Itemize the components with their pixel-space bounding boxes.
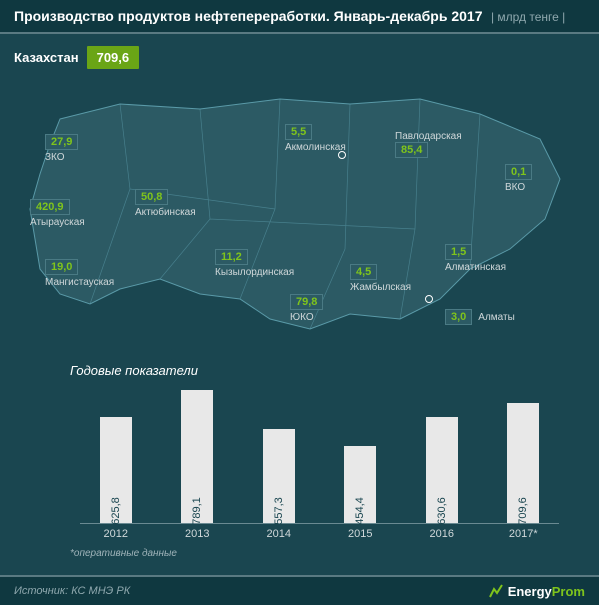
bar-wrap: 789,1	[167, 390, 227, 523]
header: Производство продуктов нефтепереработки.…	[0, 0, 599, 34]
x-axis-label: 2013	[167, 528, 227, 540]
bar-value-label: 789,1	[191, 497, 203, 525]
bar: 709,6	[507, 403, 539, 523]
map-area: 27,9ЗКО420,9Атырауская19,0Мангистауская5…	[0, 69, 599, 359]
chart-title: Годовые показатели	[70, 363, 559, 378]
country-total: Казахстан 709,6	[0, 34, 599, 69]
city-dot	[338, 151, 346, 159]
bar-wrap: 557,3	[249, 429, 309, 523]
bar-value-label: 454,4	[354, 497, 366, 525]
bar-value-label: 630,6	[436, 497, 448, 525]
country-name: Казахстан	[14, 50, 79, 65]
bar: 625,8	[100, 417, 132, 523]
bar-wrap: 630,6	[412, 417, 472, 523]
x-axis-label: 2014	[249, 528, 309, 540]
unit-label: | млрд тенге |	[491, 10, 565, 24]
kazakhstan-map	[0, 69, 599, 359]
logo: EnergyProm	[488, 583, 585, 599]
page-title: Производство продуктов нефтепереработки.…	[14, 8, 483, 24]
footer: Источник: КС МНЭ РК EnergyProm	[0, 575, 599, 605]
bar-wrap: 454,4	[330, 446, 390, 523]
bar-value-label: 557,3	[273, 497, 285, 525]
chart-footnote: *оперативные данные	[70, 548, 559, 559]
x-axis-label: 2012	[86, 528, 146, 540]
x-axis-label: 2016	[412, 528, 472, 540]
city-dot	[425, 295, 433, 303]
bar: 557,3	[263, 429, 295, 523]
bar-wrap: 625,8	[86, 417, 146, 523]
bar-wrap: 709,6	[493, 403, 553, 523]
x-axis-label: 2017*	[493, 528, 553, 540]
source-text: Источник: КС МНЭ РК	[14, 585, 130, 597]
bar-value-label: 625,8	[110, 497, 122, 525]
map-outline	[30, 99, 560, 329]
bar-chart: 625,8 789,1 557,3 454,4 630,6 709,6	[80, 384, 559, 524]
bar: 789,1	[181, 390, 213, 523]
bar: 454,4	[344, 446, 376, 523]
chart-section: Годовые показатели 625,8789,1557,3454,46…	[0, 359, 599, 559]
bar: 630,6	[426, 417, 458, 523]
logo-icon	[488, 583, 504, 599]
x-axis-label: 2015	[330, 528, 390, 540]
country-value-badge: 709,6	[87, 46, 140, 69]
bar-value-label: 709,6	[517, 497, 529, 525]
x-axis-labels: 2012 2013 2014 2015 2016 2017*	[80, 528, 559, 540]
logo-text: EnergyProm	[508, 584, 585, 599]
